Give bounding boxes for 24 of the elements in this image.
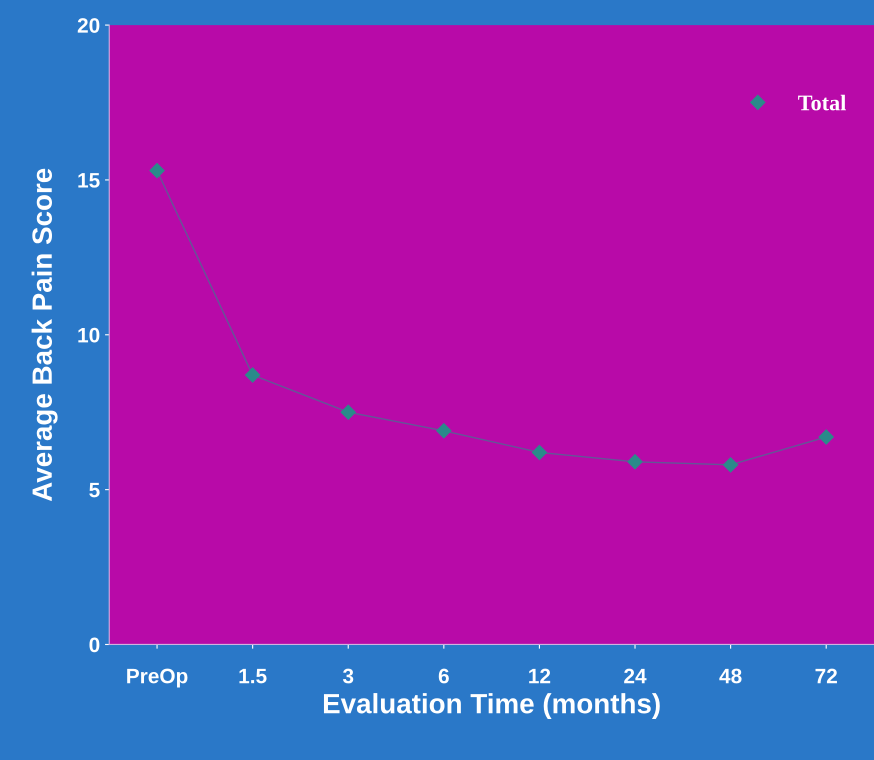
legend-label: Total — [798, 94, 846, 110]
x-tick-label: PreOp — [127, 668, 188, 688]
y-tick-label: 10 — [78, 328, 100, 343]
x-tick-label: 12 — [529, 668, 550, 684]
y-tick-label: 5 — [89, 482, 100, 498]
y-tick-label: 0 — [89, 637, 100, 652]
x-axis-title: Evaluation Time (months) — [324, 693, 660, 719]
x-tick-label: 24 — [624, 668, 646, 684]
x-tick-label: 48 — [719, 668, 742, 684]
x-tick-label: 3 — [342, 668, 354, 684]
y-tick-label: 15 — [78, 173, 100, 188]
point — [627, 454, 643, 470]
x-tick-label: 1.5 — [239, 668, 267, 684]
y-tick-label: 20 — [78, 18, 100, 33]
x-tick-label: 6 — [438, 668, 449, 684]
point — [340, 404, 356, 420]
y-axis-title: Average Back Pain Score — [32, 168, 58, 502]
point — [723, 457, 738, 472]
point — [436, 423, 452, 438]
point — [818, 429, 834, 445]
point — [245, 367, 260, 383]
x-tick-label: 72 — [816, 668, 837, 684]
point — [149, 163, 165, 178]
point — [532, 444, 547, 460]
